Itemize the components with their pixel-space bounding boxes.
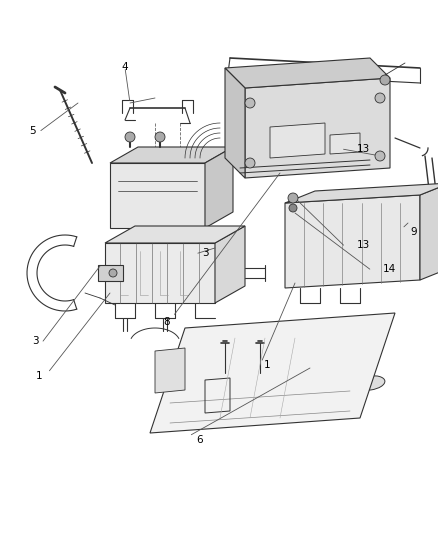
Polygon shape — [225, 68, 245, 178]
Polygon shape — [105, 243, 215, 303]
Text: 4: 4 — [121, 62, 128, 71]
Text: 3: 3 — [202, 248, 209, 258]
Text: 6: 6 — [196, 435, 203, 445]
Circle shape — [375, 151, 385, 161]
Polygon shape — [245, 78, 390, 178]
Circle shape — [155, 132, 165, 142]
Text: 14: 14 — [383, 264, 396, 274]
Ellipse shape — [355, 376, 385, 390]
Polygon shape — [285, 183, 438, 203]
Polygon shape — [285, 195, 420, 288]
Polygon shape — [205, 147, 233, 228]
Circle shape — [380, 75, 390, 85]
Circle shape — [125, 132, 135, 142]
Polygon shape — [155, 348, 185, 393]
Polygon shape — [330, 133, 360, 154]
Polygon shape — [105, 226, 245, 243]
Polygon shape — [110, 163, 205, 228]
Polygon shape — [150, 313, 395, 433]
Circle shape — [245, 158, 255, 168]
Text: 5: 5 — [29, 126, 36, 135]
Circle shape — [245, 98, 255, 108]
Text: 13: 13 — [357, 240, 370, 250]
Circle shape — [109, 269, 117, 277]
Text: 13: 13 — [357, 144, 370, 154]
Polygon shape — [420, 183, 438, 280]
Polygon shape — [215, 226, 245, 303]
Circle shape — [289, 204, 297, 212]
Text: 9: 9 — [410, 227, 417, 237]
Text: 3: 3 — [32, 336, 39, 346]
Polygon shape — [270, 123, 325, 158]
Text: 8: 8 — [163, 318, 170, 327]
Polygon shape — [98, 265, 123, 281]
Circle shape — [288, 193, 298, 203]
Text: 1: 1 — [36, 371, 43, 381]
Polygon shape — [225, 58, 390, 88]
Circle shape — [375, 93, 385, 103]
Text: 1: 1 — [264, 360, 271, 370]
Polygon shape — [110, 147, 233, 163]
